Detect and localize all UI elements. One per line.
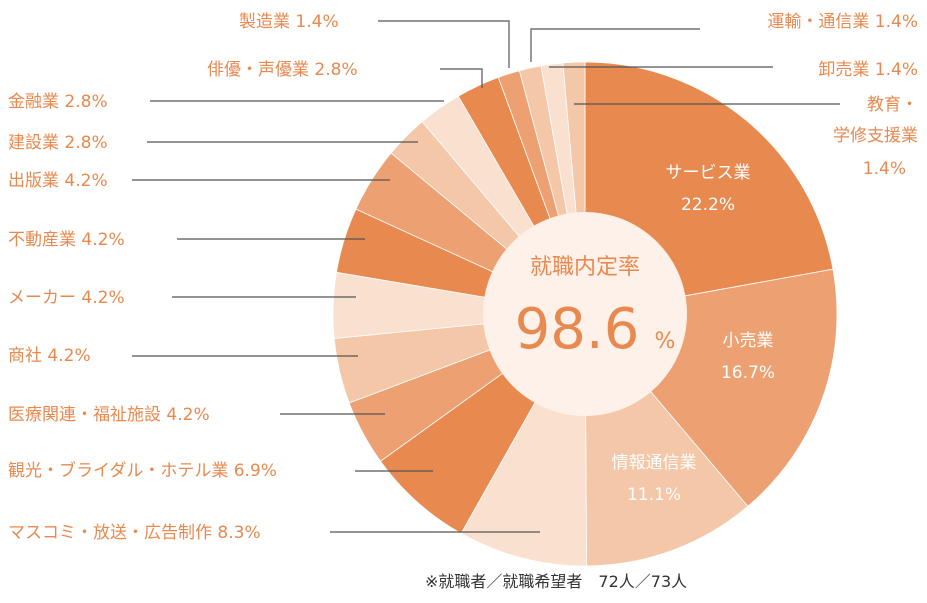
slice-label: メーカー 4.2% (8, 288, 125, 308)
slice-label-value: 11.1% (627, 485, 681, 505)
slice-label: 運輸・通信業 1.4% (767, 12, 918, 32)
slice-label: 出版業 4.2% (8, 171, 108, 191)
leader-line (530, 28, 700, 62)
slice-label: 製造業 1.4% (239, 12, 339, 32)
slice-label: 俳優・声優業 2.8% (207, 60, 358, 80)
slice-label: 建設業 2.8% (8, 133, 108, 153)
leader-line (440, 68, 483, 88)
center-hole (483, 212, 687, 416)
slice-label-value: 1.4% (863, 159, 906, 179)
slice-label-value: 22.2% (681, 195, 735, 215)
slice-label-name: サービス業 (666, 163, 751, 183)
center-title: 就職内定率 (530, 255, 640, 280)
slice-label: 教育・ (867, 95, 918, 115)
slice-label: 不動産業 4.2% (8, 230, 125, 250)
slice-label: 学修支援業 (833, 126, 918, 146)
slice-label: 商社 4.2% (8, 346, 91, 366)
leader-line (378, 20, 510, 68)
center-unit: % (655, 329, 676, 354)
footnote: ※就職者／就職希望者 72人／73人 (425, 572, 688, 591)
center-value: 98.6 (515, 297, 640, 362)
slice-label: マスコミ・放送・広告制作 8.3% (8, 523, 261, 543)
slice-label: 金融業 2.8% (8, 92, 108, 112)
slice-label-value: 16.7% (721, 363, 775, 383)
slice-label: 医療関連・福祉施設 4.2% (8, 405, 210, 425)
slice-label: 卸売業 1.4% (818, 60, 918, 80)
slice-label-name: 情報通信業 (612, 453, 697, 473)
slice-label-name: 小売業 (723, 331, 774, 351)
slice-label: 観光・ブライダル・ホテル業 6.9% (8, 460, 277, 481)
